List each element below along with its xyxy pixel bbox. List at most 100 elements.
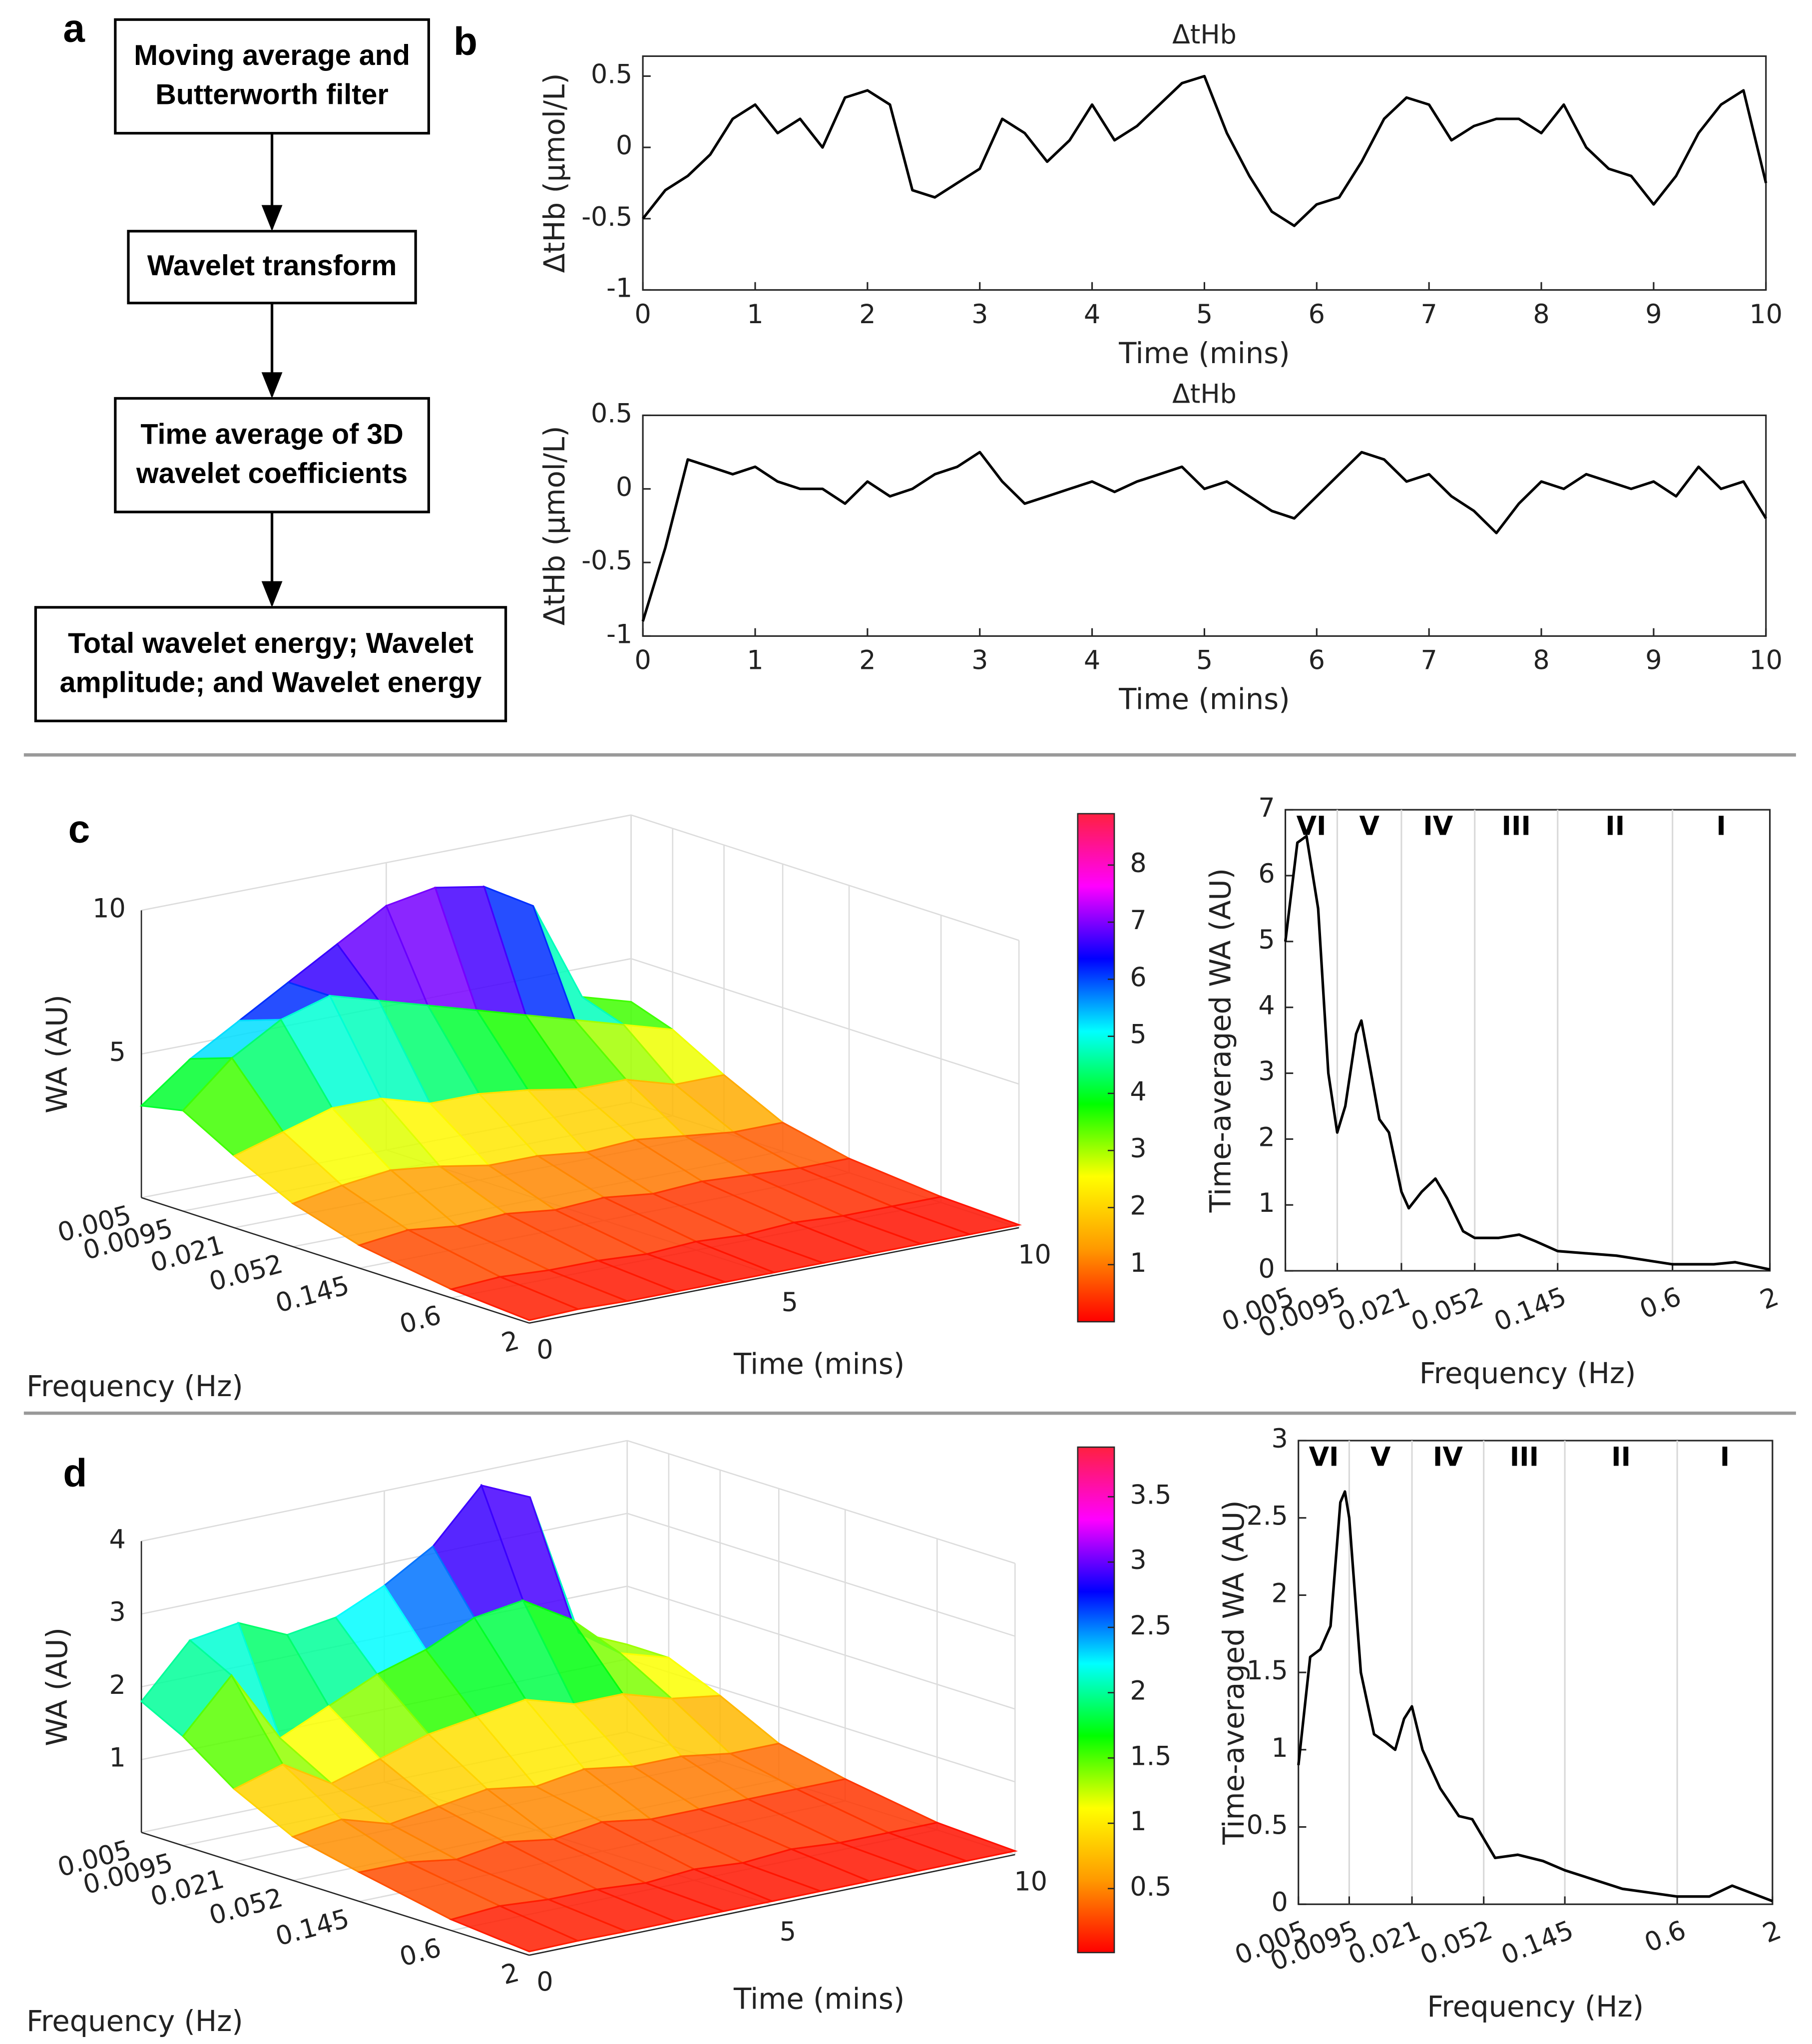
colorbar-tick-label: 2: [1130, 1191, 1146, 1221]
band-label: II: [1611, 1442, 1631, 1473]
z-tick-label: 1: [109, 1743, 125, 1773]
y-tick-label: 0: [616, 130, 632, 161]
y-tick-label: 0.6: [397, 1300, 445, 1340]
band-label: IV: [1423, 811, 1453, 842]
y-tick-label: 6: [1258, 859, 1275, 889]
y-tick-label: 1.5: [1247, 1655, 1288, 1686]
x-tick-label: 7: [1421, 299, 1437, 330]
y-tick-label: 0: [1272, 1887, 1288, 1918]
band-label: II: [1605, 811, 1625, 842]
x-tick-label: 6: [1309, 299, 1325, 330]
colorbar-tick-label: 1: [1130, 1248, 1146, 1278]
x-axis: [529, 1854, 1015, 1956]
x-tick-label: 0: [536, 1967, 553, 1998]
y-tick-label: 0.5: [591, 59, 632, 89]
y-tick-label: -0.5: [581, 545, 632, 576]
plot-area: [642, 55, 1767, 291]
y-tick-label: 1: [1258, 1188, 1275, 1218]
x-tick-label: 9: [1645, 299, 1662, 330]
y-tick-label: -0.5: [581, 202, 632, 232]
flow-box: [34, 606, 507, 722]
x-tick-label: 0: [635, 299, 651, 330]
band-label: V: [1359, 811, 1379, 842]
x-tick-label: 2: [859, 645, 876, 676]
colorbar-tick-label: 3.5: [1130, 1480, 1171, 1510]
panel-label: c: [68, 807, 90, 851]
colorbar-tick-label: 2: [1130, 1676, 1146, 1706]
y-tick-label: 0: [1258, 1254, 1275, 1284]
flow-text: Total wavelet energy; Wavelet: [68, 627, 473, 659]
x-tick-label: 0.021: [1334, 1281, 1414, 1338]
colorbar: [1077, 1446, 1115, 1954]
colorbar: [1077, 813, 1115, 1323]
grid-line: [631, 958, 1019, 1085]
x-tick-label: 0.145: [1490, 1281, 1571, 1338]
colorbar-tick-label: 2.5: [1130, 1610, 1171, 1641]
chart-title: ΔtHb: [1172, 379, 1237, 409]
x-tick-label: 0.145: [1497, 1915, 1578, 1971]
grid-line: [627, 1513, 1015, 1637]
x-axis-label: Time (mins): [733, 1348, 905, 1381]
x-tick-label: 8: [1533, 645, 1549, 676]
x-tick-label: 0: [536, 1335, 553, 1365]
x-tick-label: 7: [1421, 645, 1437, 676]
x-tick-label: 2: [859, 299, 876, 330]
y-axis: [141, 1197, 530, 1324]
x-tick-label: 0.052: [1416, 1915, 1497, 1971]
z-axis-label: WA (AU): [40, 1627, 74, 1746]
y-tick-label: 2: [1258, 1122, 1275, 1152]
panel-label: a: [63, 6, 85, 50]
x-axis-label: Time (mins): [1118, 683, 1290, 716]
flowchart: [34, 18, 507, 722]
z-tick-label: 3: [109, 1597, 125, 1627]
flow-text: wavelet coefficients: [136, 458, 408, 490]
band-label: I: [1716, 811, 1726, 842]
band-label: IV: [1433, 1442, 1463, 1473]
x-tick-label: 0.6: [1636, 1281, 1686, 1325]
y-tick-label: 1: [1272, 1733, 1288, 1763]
grid-line: [631, 814, 1019, 941]
x-axis-label: Time (mins): [733, 1982, 905, 2016]
plot-area: [1298, 1440, 1774, 1905]
data-line: [1284, 835, 1771, 1271]
colorbar-tick-label: 1: [1130, 1806, 1146, 1837]
data-line: [641, 451, 1768, 622]
x-axis-label: Frequency (Hz): [1427, 1990, 1644, 2024]
x-tick-label: 3: [971, 645, 988, 676]
z-axis-label: WA (AU): [40, 995, 74, 1113]
x-axis: [529, 1227, 1019, 1324]
x-tick-label: 8: [1533, 299, 1549, 330]
x-tick-label: 1: [747, 645, 763, 676]
y-axis-label: Time-averaged WA (AU): [1204, 868, 1238, 1213]
colorbar-tick-label: 7: [1130, 905, 1146, 936]
y-tick-label: -1: [606, 273, 632, 303]
x-tick-label: 3: [971, 299, 988, 330]
x-tick-label: 2: [1756, 1281, 1783, 1316]
x-tick-label: 5: [782, 1287, 798, 1318]
z-tick-label: 10: [92, 893, 126, 924]
data-line: [642, 74, 1768, 227]
x-tick-label: 5: [780, 1917, 796, 1947]
x-tick-label: 10: [1014, 1866, 1047, 1897]
x-tick-label: 9: [1645, 645, 1662, 676]
surface-patch: [449, 1905, 580, 1953]
surface-patch: [449, 1276, 581, 1321]
x-axis-label: Time (mins): [1118, 337, 1290, 370]
flow-text: amplitude; and Wavelet energy: [60, 666, 482, 698]
flow-text: Butterworth filter: [155, 79, 389, 111]
x-tick-label: 10: [1750, 645, 1783, 676]
band-label: V: [1370, 1442, 1391, 1473]
plot-area: [1285, 809, 1771, 1272]
band-label: I: [1720, 1442, 1730, 1473]
y-tick-label: 2.5: [1247, 1501, 1288, 1532]
x-tick-label: 10: [1750, 299, 1783, 330]
z-tick-label: 4: [109, 1524, 125, 1554]
flow-box: [127, 230, 417, 305]
flow-box: [114, 18, 430, 135]
flow-text: Time average of 3D: [140, 418, 403, 450]
y-tick-label: -1: [606, 619, 632, 649]
band-label: VI: [1309, 1442, 1339, 1473]
y-tick-label: 7: [1258, 793, 1275, 823]
grid-line: [627, 1585, 1015, 1710]
